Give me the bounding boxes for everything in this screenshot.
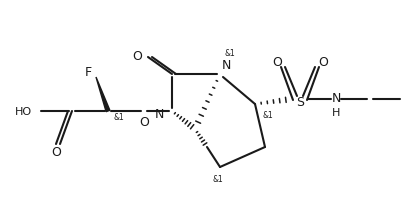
Text: O: O bbox=[272, 55, 282, 68]
Text: N: N bbox=[154, 108, 164, 121]
Text: HO: HO bbox=[15, 106, 32, 116]
Text: F: F bbox=[85, 65, 92, 78]
Text: O: O bbox=[318, 55, 328, 68]
Text: O: O bbox=[139, 115, 149, 128]
Text: N: N bbox=[222, 58, 232, 71]
Text: N: N bbox=[331, 92, 341, 105]
Text: O: O bbox=[132, 49, 142, 62]
Text: H: H bbox=[332, 107, 340, 117]
Polygon shape bbox=[96, 78, 110, 112]
Text: &1: &1 bbox=[114, 113, 125, 122]
Text: S: S bbox=[296, 95, 304, 108]
Text: &1: &1 bbox=[225, 48, 236, 57]
Text: &1: &1 bbox=[263, 110, 274, 119]
Text: O: O bbox=[51, 146, 61, 159]
Text: &1: &1 bbox=[213, 175, 223, 184]
